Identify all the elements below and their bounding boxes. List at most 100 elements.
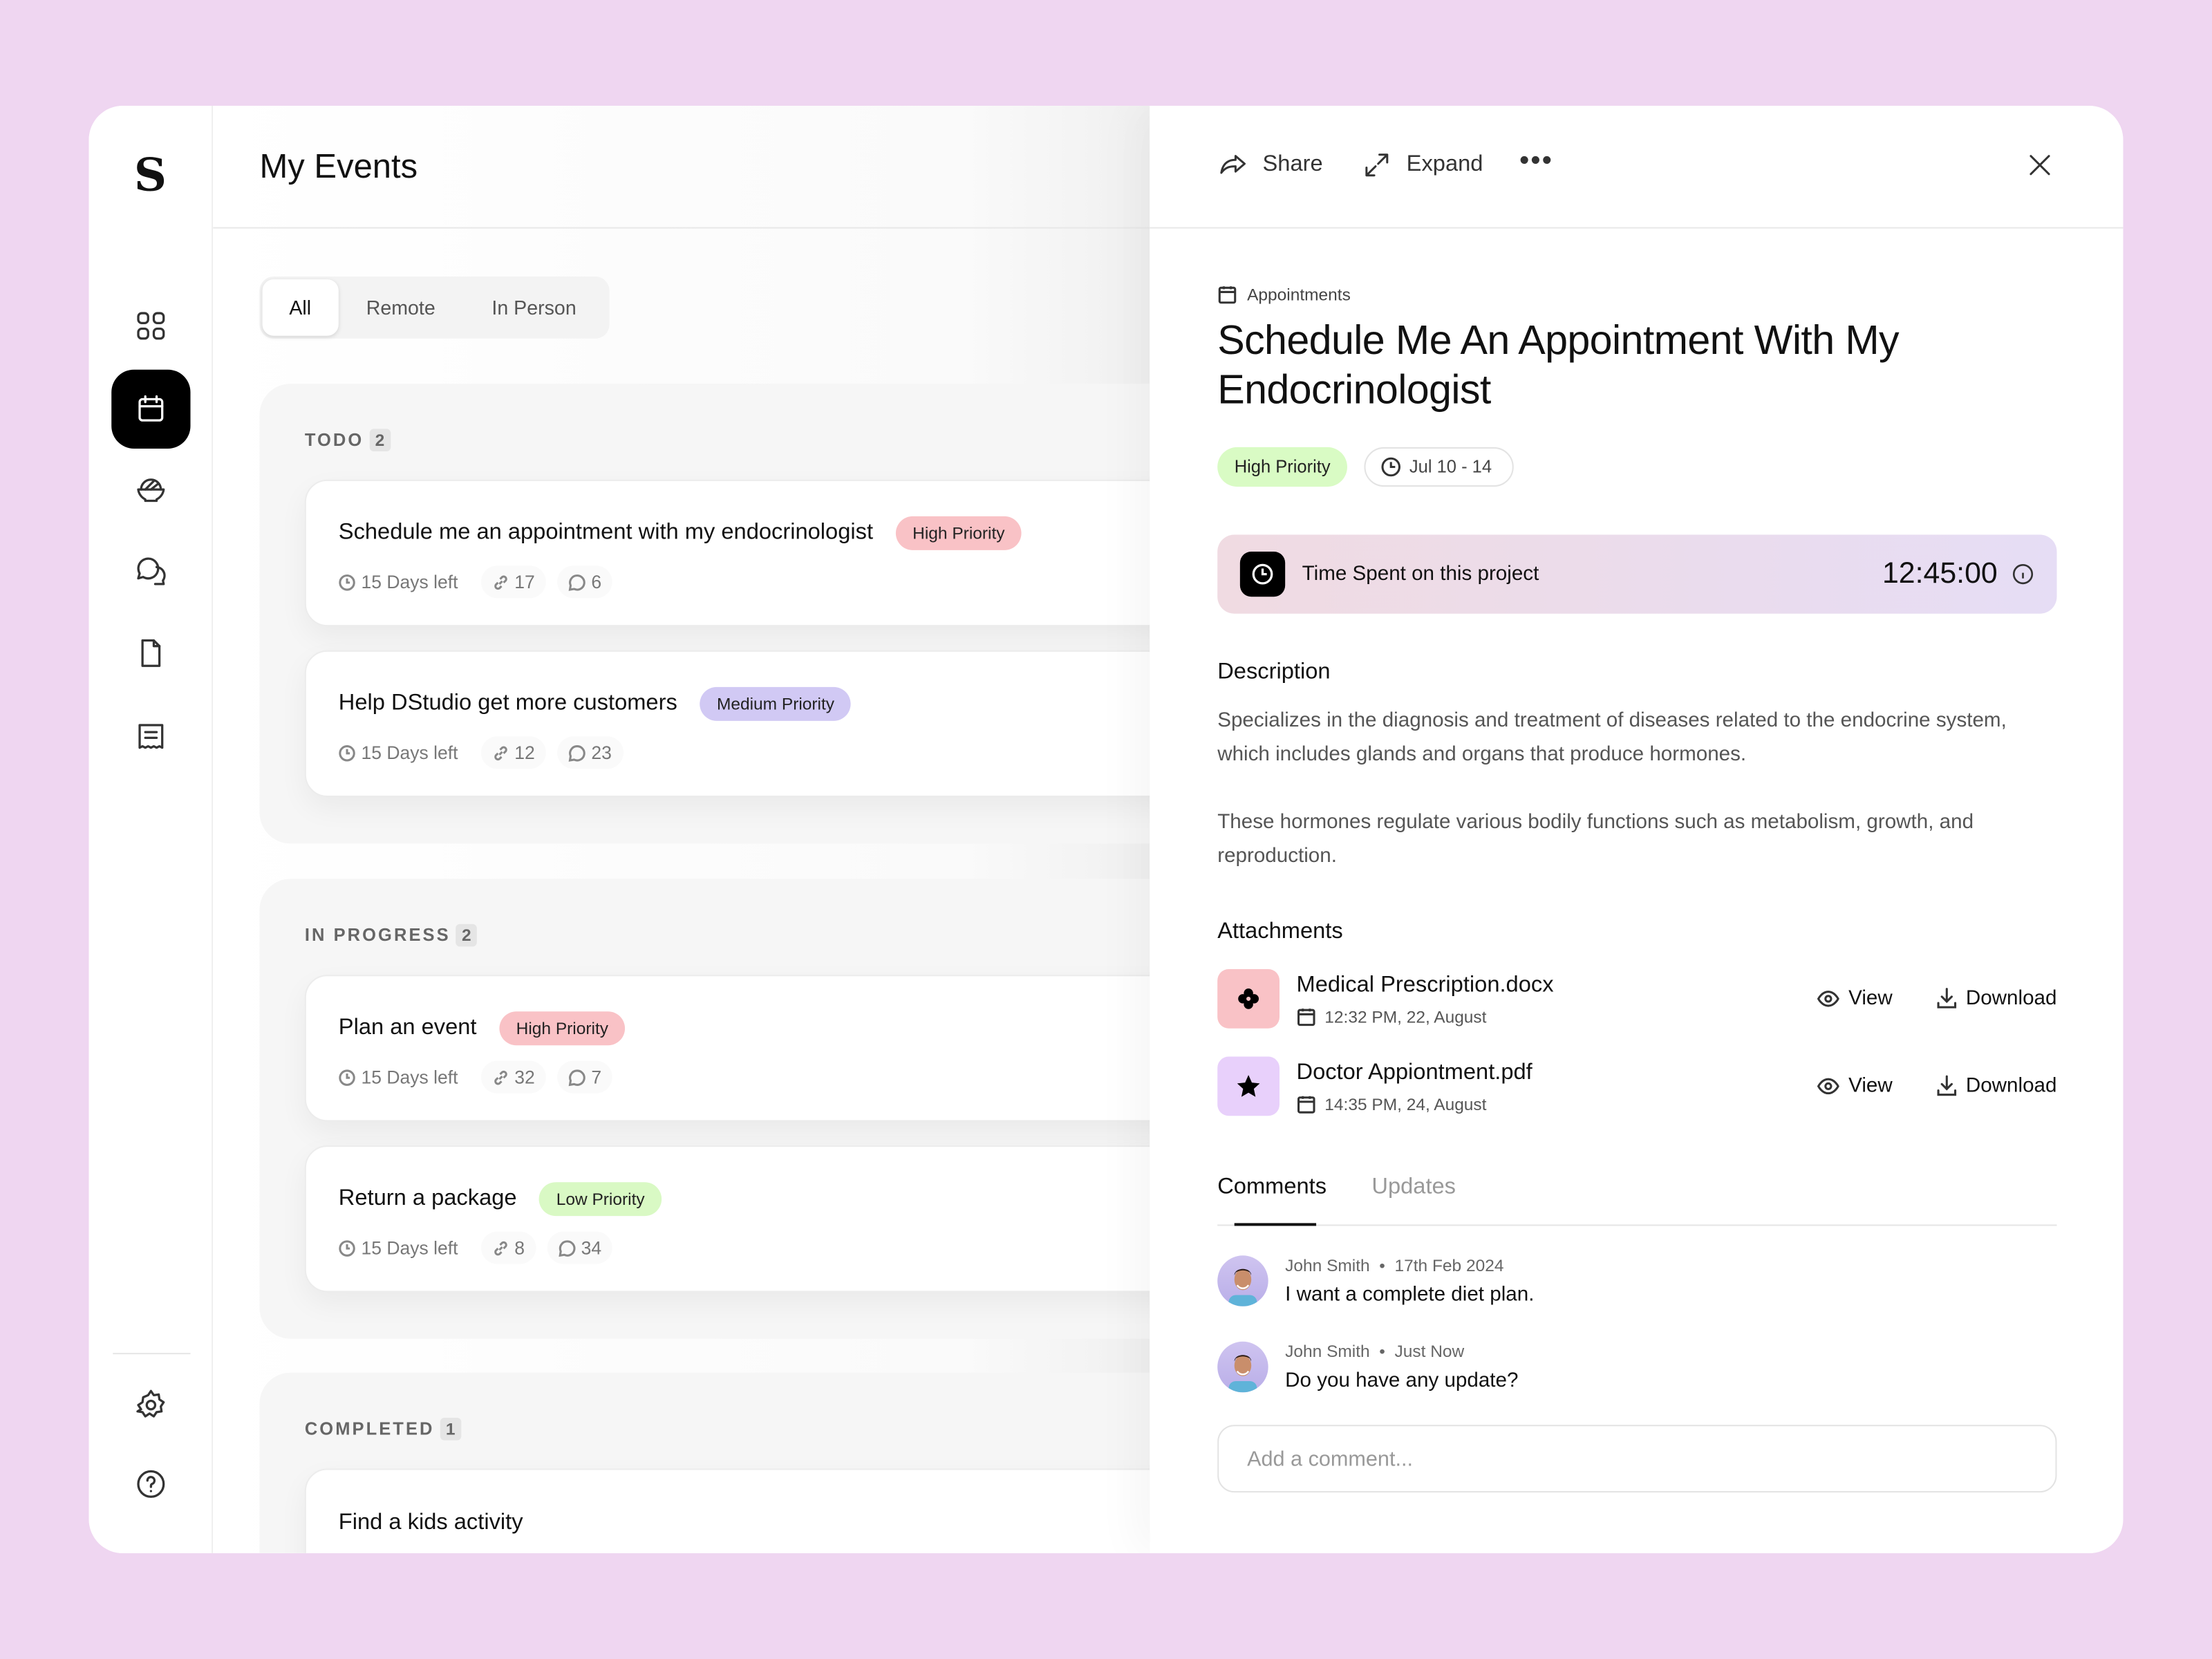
tab-in-person[interactable]: In Person (491, 296, 577, 319)
events-board: My Events All Remote In Person TODO 2 Sch… (213, 106, 1150, 1553)
column-count: 1 (440, 1418, 461, 1441)
gear-icon (136, 1389, 165, 1418)
comment-time: Just Now (1394, 1341, 1465, 1362)
sidebar-divider (113, 1353, 191, 1355)
attachment-date: 12:32 PM, 22, August (1324, 1006, 1487, 1027)
date-range: Jul 10 - 14 (1364, 447, 1515, 487)
expand-label: Expand (1406, 152, 1483, 177)
logo: S (133, 148, 167, 202)
clock-icon (339, 574, 355, 590)
nav-dashboard[interactable] (111, 286, 190, 365)
days-left: 15 Days left (361, 571, 458, 593)
category: Appointments (1217, 283, 2056, 306)
calendar-icon (1297, 1095, 1315, 1113)
tab-updates[interactable]: Updates (1371, 1174, 1456, 1199)
comment-count: 23 (591, 742, 612, 764)
link-icon (494, 745, 507, 760)
task-card[interactable]: Schedule me an appointment with my endoc… (304, 479, 1150, 627)
filter-tabs: All Remote In Person (259, 276, 610, 339)
link-count: 32 (514, 1066, 535, 1088)
column-label: TODO (304, 430, 364, 451)
comment-author: John Smith (1285, 1255, 1370, 1275)
avatar (1217, 1255, 1268, 1306)
chat-icon (137, 557, 166, 585)
star-icon (1217, 1056, 1280, 1116)
link-icon (494, 1069, 507, 1085)
tab-comments[interactable]: Comments (1217, 1174, 1327, 1199)
task-title: Schedule me an appointment with my endoc… (338, 521, 874, 545)
view-button[interactable]: View (1817, 1075, 1893, 1098)
flower-icon (1217, 969, 1280, 1029)
download-label: Download (1965, 987, 2057, 1011)
expand-button[interactable]: Expand (1361, 149, 1483, 180)
clock-icon (1381, 457, 1401, 477)
app-window: S My Events All Remote In Person TODO 2 S… (88, 106, 2124, 1553)
task-card[interactable]: Return a package Low Priority 15 Days lef… (304, 1145, 1150, 1293)
share-button[interactable]: Share (1217, 149, 1323, 180)
nav-help[interactable] (111, 1445, 190, 1524)
calendar-icon (1218, 286, 1237, 304)
attachment-item: Medical Prescription.docx 12:32 PM, 22, … (1217, 966, 2056, 1031)
link-icon (494, 1240, 507, 1255)
nav-food[interactable] (111, 450, 190, 529)
download-icon (1936, 988, 1956, 1009)
download-label: Download (1965, 1075, 2057, 1098)
attachment-name[interactable]: Doctor Appiontment.pdf (1296, 1060, 1533, 1085)
comment-author: John Smith (1285, 1341, 1370, 1362)
time-spent-bar: Time Spent on this project 12:45:00 (1217, 534, 2057, 614)
comment: John Smith • 17th Feb 2024 I want a comp… (1217, 1255, 2056, 1308)
attachments-list: Medical Prescription.docx 12:32 PM, 22, … (1217, 966, 2056, 1118)
comment-input[interactable] (1217, 1425, 2057, 1493)
task-card[interactable]: Plan an event High Priority 15 Days left 3… (304, 975, 1150, 1122)
priority-badge: High Priority (1217, 447, 1348, 487)
nav-events[interactable] (111, 369, 191, 449)
nav-documents[interactable] (111, 614, 190, 693)
priority-badge: Medium Priority (700, 686, 852, 721)
share-icon (1220, 155, 1246, 174)
event-title: Schedule Me An Appointment With My Endoc… (1217, 319, 1900, 413)
page-title: My Events (259, 148, 418, 187)
clock-icon (339, 1239, 355, 1256)
close-icon (2030, 155, 2050, 176)
more-icon: ••• (1519, 145, 1553, 177)
calendar-icon (138, 395, 164, 422)
column-completed: COMPLETED 1 Find a kids activity (259, 1372, 1150, 1553)
link-icon (494, 574, 507, 590)
comment-count: 7 (591, 1066, 602, 1088)
close-button[interactable] (2025, 149, 2056, 180)
info-icon[interactable] (2012, 563, 2034, 585)
nav-settings[interactable] (111, 1365, 190, 1444)
view-button[interactable]: View (1817, 988, 1893, 1010)
active-tab-indicator (1234, 1223, 1317, 1226)
attachment-item: Doctor Appiontment.pdf 14:35 PM, 24, Aug… (1217, 1053, 2056, 1118)
detail-body: Appointments Schedule Me An Appointment … (1217, 229, 2057, 1493)
priority-badge: Low Priority (539, 1182, 662, 1217)
tab-all[interactable]: All (262, 279, 338, 336)
task-card[interactable]: Help DStudio get more customers Medium Pr… (304, 650, 1150, 798)
column-count: 2 (456, 924, 477, 947)
comment-icon (568, 1069, 586, 1086)
download-button[interactable]: Download (1935, 987, 2057, 1011)
document-icon (141, 639, 161, 667)
column-count: 2 (369, 429, 391, 452)
comment: John Smith • Just Now Do you have any up… (1217, 1341, 2056, 1394)
task-card[interactable]: Find a kids activity (304, 1468, 1150, 1553)
download-button[interactable]: Download (1935, 1075, 2057, 1098)
link-count: 8 (514, 1237, 525, 1259)
description-paragraph: These hormones regulate various bodily f… (1217, 811, 1974, 868)
comment-count: 34 (581, 1237, 602, 1259)
timer-label: Time Spent on this project (1302, 563, 1539, 585)
task-title: Plan an event (338, 1015, 477, 1040)
nav-receipts[interactable] (111, 697, 190, 776)
tab-remote[interactable]: Remote (366, 296, 435, 319)
help-icon (137, 1470, 165, 1498)
receipt-icon (138, 724, 164, 749)
grid-icon (137, 312, 165, 340)
nav-chat[interactable] (111, 532, 190, 610)
category-label: Appointments (1247, 285, 1351, 305)
description-paragraph: Specializes in the diagnosis and treatme… (1217, 709, 2007, 767)
comment-text: Do you have any update? (1285, 1369, 1519, 1393)
clock-icon (339, 744, 355, 761)
attachment-name[interactable]: Medical Prescription.docx (1296, 973, 1554, 997)
more-options-button[interactable]: ••• (1519, 145, 1553, 178)
